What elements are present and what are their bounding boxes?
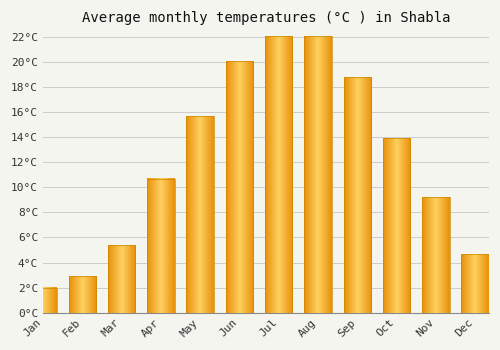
Bar bbox=[226, 61, 253, 313]
Title: Average monthly temperatures (°C ) in Shabla: Average monthly temperatures (°C ) in Sh… bbox=[82, 11, 450, 25]
Bar bbox=[68, 276, 96, 313]
Bar bbox=[108, 245, 136, 313]
Bar bbox=[383, 139, 410, 313]
Bar bbox=[68, 276, 96, 313]
Bar bbox=[344, 77, 371, 313]
Bar bbox=[265, 36, 292, 313]
Bar bbox=[29, 288, 56, 313]
Bar bbox=[147, 178, 174, 313]
Bar bbox=[422, 197, 450, 313]
Bar bbox=[304, 36, 332, 313]
Bar bbox=[383, 139, 410, 313]
Bar bbox=[186, 116, 214, 313]
Bar bbox=[108, 245, 136, 313]
Bar bbox=[344, 77, 371, 313]
Bar bbox=[147, 178, 174, 313]
Bar bbox=[186, 116, 214, 313]
Bar bbox=[462, 254, 489, 313]
Bar bbox=[265, 36, 292, 313]
Bar bbox=[29, 288, 56, 313]
Bar bbox=[462, 254, 489, 313]
Bar bbox=[304, 36, 332, 313]
Bar bbox=[422, 197, 450, 313]
Bar bbox=[226, 61, 253, 313]
